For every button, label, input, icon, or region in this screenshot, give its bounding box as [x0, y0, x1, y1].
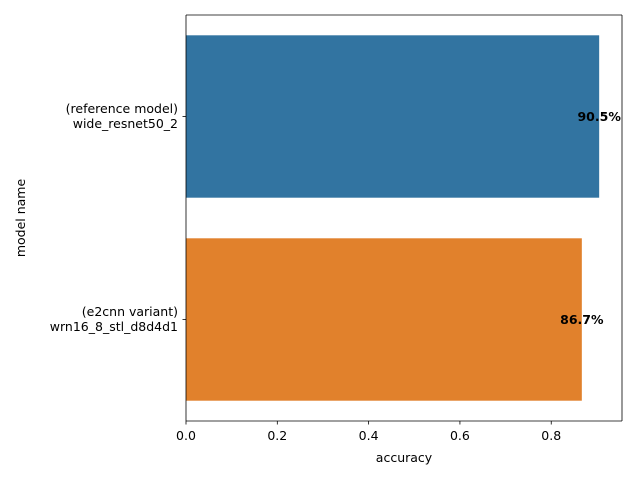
y-tick-label-1: (reference model) wide_resnet50_2 — [66, 101, 178, 131]
x-axis-ticks: 0.0 0.2 0.4 0.6 0.8 — [176, 421, 561, 443]
axes-frame — [185, 14, 623, 422]
x-axis-label: accuracy — [376, 450, 433, 465]
bar-2 — [186, 238, 582, 401]
y-tick-label-line: (reference model) — [66, 101, 178, 116]
x-tick-label-1: 0.0 — [176, 428, 196, 443]
bar-1 — [186, 35, 600, 198]
x-tick-label-4: 0.6 — [450, 428, 470, 443]
y-tick-label-2: (e2cnn variant) wrn16_8_stl_d8d4d1 — [50, 304, 178, 334]
x-tick-label-5: 0.8 — [541, 428, 561, 443]
y-tick-label-line: wrn16_8_stl_d8d4d1 — [50, 319, 178, 334]
bars-group — [186, 35, 600, 401]
data-label-2: 86.7% — [560, 312, 604, 327]
x-tick-label-2: 0.2 — [267, 428, 287, 443]
data-labels-group: 90.5% 86.7% — [560, 109, 621, 327]
y-tick-label-line: (e2cnn variant) — [82, 304, 178, 319]
y-axis-ticks: (reference model) wide_resnet50_2 (e2cnn v… — [50, 101, 186, 334]
y-axis-label: model name — [13, 179, 28, 258]
x-tick-label-3: 0.4 — [359, 428, 379, 443]
y-tick-label-line: wide_resnet50_2 — [73, 116, 178, 131]
data-label-1: 90.5% — [577, 109, 621, 124]
